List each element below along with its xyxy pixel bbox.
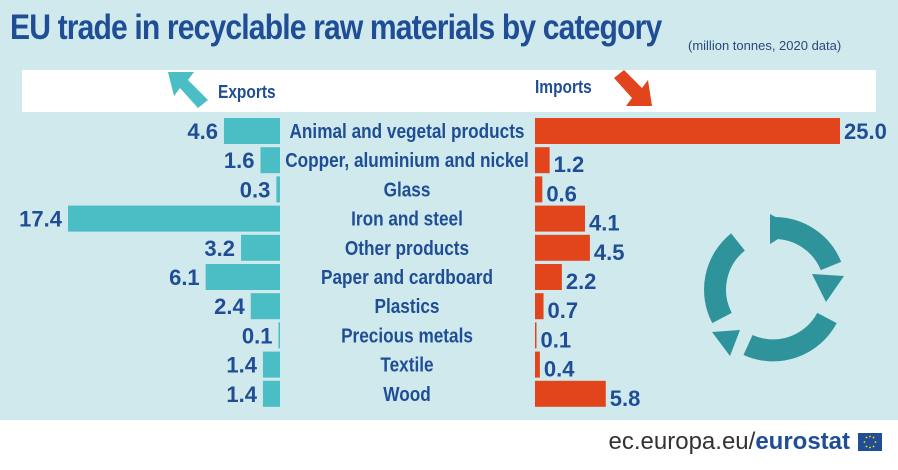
imports-value-label: 0.4 (544, 357, 575, 382)
arrow-up-left-icon (168, 72, 208, 108)
imports-value-label: 5.8 (610, 386, 641, 411)
exports-bar (262, 351, 280, 378)
imports-bar (535, 322, 537, 349)
footer-source: ec.europa.eu/eurostat (609, 428, 850, 456)
header-band (22, 70, 876, 112)
imports-bar (535, 234, 590, 261)
footer-band (0, 420, 898, 470)
category-label: Iron and steel (351, 207, 463, 230)
exports-value-label: 1.4 (226, 353, 257, 378)
imports-bar (535, 118, 840, 144)
exports-value-label: 4.6 (187, 119, 218, 144)
exports-bar (262, 380, 280, 407)
category-label: Precious metals (341, 324, 473, 347)
footer-domain: ec.europa.eu/ (608, 428, 756, 455)
imports-value-label: 2.2 (566, 269, 597, 294)
exports-value-label: 1.4 (226, 382, 257, 407)
category-label: Copper, aluminium and nickel (285, 149, 529, 172)
imports-bar (535, 147, 550, 174)
imports-bar (535, 205, 586, 232)
exports-bar (223, 118, 280, 144)
imports-bar (535, 264, 562, 290)
footer-brand: eurostat (755, 428, 850, 455)
exports-bar (276, 176, 280, 203)
category-label: Animal and vegetal products (290, 120, 525, 143)
imports-value-label: 1.2 (554, 152, 585, 177)
imports-bar (535, 176, 543, 203)
exports-value-label: 17.4 (19, 207, 63, 232)
exports-label: Exports (218, 82, 276, 102)
arrow-down-right-icon (614, 70, 652, 106)
exports-bar (278, 322, 280, 349)
category-label: Other products (345, 237, 469, 260)
exports-bar (260, 147, 280, 174)
imports-value-label: 4.1 (589, 211, 620, 236)
imports-value-label: 0.1 (541, 327, 572, 352)
imports-value-label: 4.5 (594, 240, 625, 265)
category-label: Plastics (375, 295, 440, 318)
exports-value-label: 0.1 (242, 323, 273, 348)
eu-flag-icon (858, 433, 882, 451)
exports-value-label: 3.2 (204, 236, 235, 261)
category-label: Glass (384, 178, 431, 201)
category-label: Textile (380, 353, 433, 376)
exports-value-label: 6.1 (169, 265, 200, 290)
imports-bar (535, 351, 540, 378)
imports-value-label: 25.0 (844, 119, 887, 144)
exports-bar (205, 264, 280, 290)
exports-value-label: 1.6 (224, 148, 255, 173)
title-bar (0, 0, 898, 68)
imports-value-label: 0.7 (548, 298, 579, 323)
chart-subtitle: (million tonnes, 2020 data) (688, 38, 842, 53)
category-label: Paper and cardboard (321, 266, 493, 289)
exports-value-label: 0.3 (240, 177, 271, 202)
exports-value-label: 2.4 (214, 294, 245, 319)
imports-bar (535, 293, 544, 320)
recycle-circle-icon (704, 214, 844, 362)
imports-bar (535, 380, 606, 407)
imports-value-label: 0.6 (546, 181, 577, 206)
chart-title: EU trade in recyclable raw materials by … (10, 8, 662, 47)
exports-bar (241, 234, 280, 261)
category-label: Wood (383, 383, 430, 406)
exports-bar (68, 205, 280, 232)
exports-bar (250, 293, 280, 320)
imports-label: Imports (535, 77, 592, 97)
